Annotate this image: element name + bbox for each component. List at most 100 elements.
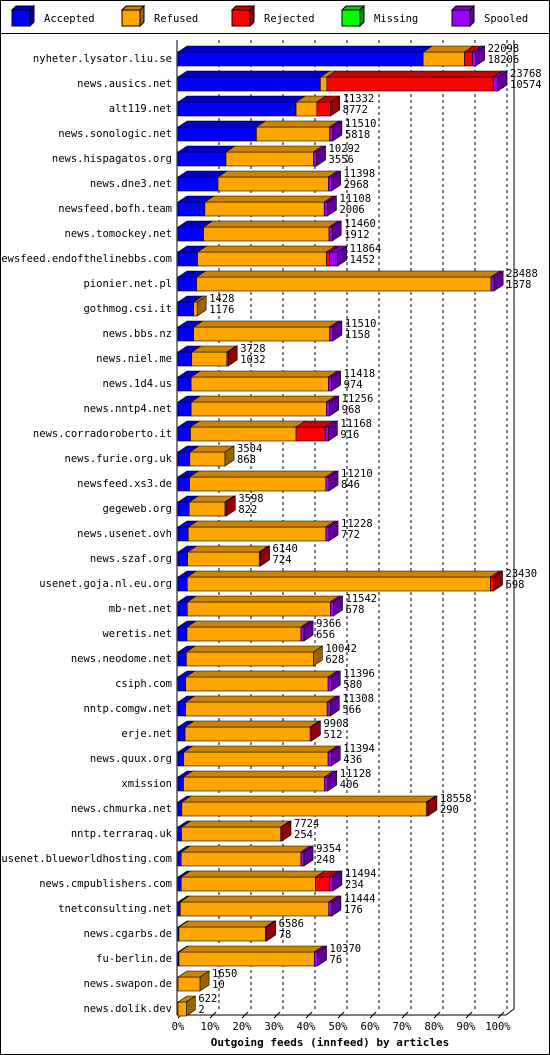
offered-label: 11210 [341,468,373,480]
bar-segment [329,126,334,142]
x-tick-label: 10% [201,1021,221,1033]
bar-segment [328,901,333,917]
bar-segment [177,651,187,667]
bar-segment [324,776,329,792]
bar-segment [204,201,325,217]
bar-segment [177,276,197,292]
bar-segment-top [189,420,307,428]
host-label: news.corradoroberto.it [33,428,172,440]
offered-label: 1428 [209,293,234,305]
bar-side [317,945,327,967]
legend-label: Rejected [264,13,315,25]
bar-segment [295,426,326,442]
bar-segment [177,851,182,867]
tick-mark [497,1011,505,1019]
x-tick-label: 80% [425,1021,445,1033]
tick-mark [241,1011,249,1019]
accepted-label: 176 [344,904,363,916]
bar-segment [185,701,328,717]
bar-side [497,70,508,92]
bar-segment [177,876,182,892]
bar-segment [300,851,305,867]
accepted-label: 10574 [510,79,542,91]
accepted-label: 5818 [345,129,370,141]
bar-side [330,95,340,117]
bar-segment [225,151,314,167]
host-label: alt119.net [109,103,172,115]
accepted-label: 78 [279,929,292,941]
bar-segment [177,351,193,367]
bar-segment [326,701,331,717]
offered-label: 6140 [273,543,298,555]
host-label: pionier.net.pl [83,278,172,290]
offered-label: 11332 [343,93,375,105]
offered-label: 11510 [345,118,377,130]
accepted-label: 10 [212,979,225,991]
legend-swatch [451,9,471,27]
bar-segment [186,651,314,667]
bar-segment-top [190,370,339,378]
offered-label: 11308 [342,693,374,705]
bar-side [316,145,326,167]
bar-segment [179,901,330,917]
host-label: news.hispagatos.org [52,153,172,165]
x-tick-label: 60% [361,1021,381,1033]
bar-segment [203,226,330,242]
x-tick-label: 50% [329,1021,349,1033]
legend-swatch [341,9,361,27]
host-label: mb-net.net [109,603,172,615]
offered-label: 9908 [323,718,348,730]
accepted-label: 1912 [344,229,369,241]
offered-label: 11460 [344,218,376,230]
bar-segment [190,401,327,417]
legend-swatch [231,9,251,27]
bar-segment-top [255,120,340,128]
bar-segment-top [184,695,338,703]
host-label: news.szaf.org [90,553,172,565]
bar-segment [186,576,491,592]
bar-segment-top [185,645,324,653]
offered-label: 11418 [344,368,376,380]
bar-segment [490,576,494,592]
accepted-label: 290 [440,804,459,816]
offered-label: 11510 [345,318,377,330]
bar-side [327,770,338,792]
bar-segment [184,726,311,742]
bar-segment [422,51,465,67]
bar-segment [326,76,494,92]
bar-side [226,495,236,517]
offered-label: 11394 [343,743,375,755]
bar-segment-top [177,920,276,928]
accepted-label: 406 [340,779,359,791]
offered-label: 7724 [294,818,319,830]
bar-side [303,620,314,642]
host-label: erje.net [121,728,172,740]
bar-side [427,795,438,817]
accepted-label: 566 [342,704,361,716]
bar-side [328,470,339,492]
tick-mark [433,1011,441,1019]
host-label: news.1d4.us [102,378,172,390]
bar-segment [191,351,228,367]
host-label: news.niel.me [96,353,172,365]
legend-label: Accepted [44,13,95,25]
accepted-label: 254 [294,829,313,841]
bar-segment-top [217,170,339,178]
bar-segment-top [192,320,340,328]
bar-side [475,45,485,67]
host-label: news.ausics.net [77,78,172,90]
accepted-label: 1158 [345,329,370,341]
bar-segment [325,526,330,542]
accepted-label: 846 [341,479,360,491]
bar-segment [323,201,328,217]
offered-label: 11128 [340,768,372,780]
bar-segment [185,676,329,692]
bar-segment [177,226,204,242]
bar-side [311,720,321,742]
tick-mark [273,1011,281,1019]
accepted-label: 822 [238,504,257,516]
host-label: nyheter.lysator.liu.se [33,53,172,65]
offered-label: 3728 [240,343,265,355]
host-label: news.furie.org.uk [65,453,173,465]
bar-segment [177,76,321,92]
